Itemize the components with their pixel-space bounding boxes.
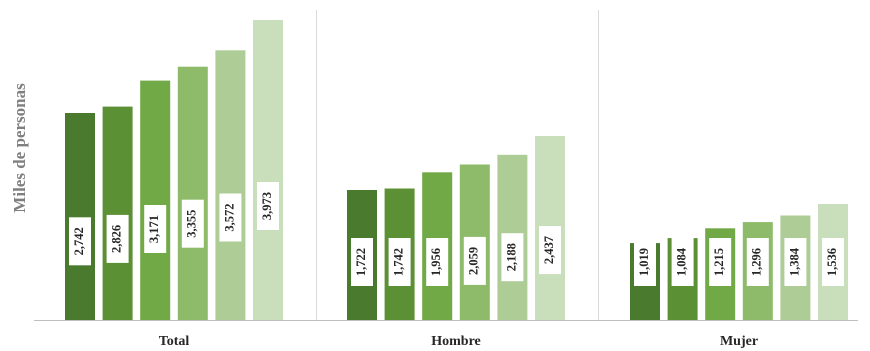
svg-text:3,973: 3,973 — [260, 192, 274, 220]
svg-text:1,215: 1,215 — [712, 248, 726, 276]
value-label-hombre-2: 1,742 — [388, 238, 411, 286]
value-label-hombre-3: 1,956 — [426, 238, 449, 286]
value-label-hombre-6: 2,437 — [539, 226, 561, 275]
svg-text:1,019: 1,019 — [637, 248, 651, 276]
bar-total-5 — [215, 50, 246, 321]
category-label-total: Total — [159, 334, 190, 349]
value-label-mujer-1: 1,019 — [634, 238, 656, 286]
svg-text:1,722: 1,722 — [354, 248, 368, 276]
value-label-total-2: 2,826 — [106, 214, 129, 263]
bars — [65, 20, 848, 321]
svg-text:2,059: 2,059 — [467, 247, 481, 275]
svg-text:2,742: 2,742 — [72, 227, 86, 255]
svg-text:1,742: 1,742 — [391, 248, 405, 276]
value-label-mujer-2: 1,084 — [671, 238, 694, 286]
svg-text:1,536: 1,536 — [825, 248, 839, 276]
svg-text:1,084: 1,084 — [674, 247, 688, 276]
svg-text:3,572: 3,572 — [222, 203, 236, 231]
bar-total-6 — [253, 20, 283, 320]
value-label-mujer-6: 1,536 — [822, 238, 844, 286]
svg-text:1,384: 1,384 — [787, 247, 801, 276]
value-label-total-1: 2,742 — [69, 217, 91, 266]
svg-text:1,296: 1,296 — [750, 248, 764, 276]
bar-total-4 — [177, 66, 208, 320]
value-label-total-3: 3,171 — [144, 205, 167, 253]
category-labels: Total Hombre Mujer — [159, 334, 758, 349]
svg-text:2,437: 2,437 — [542, 236, 556, 264]
svg-text:2,826: 2,826 — [109, 225, 123, 253]
y-axis-label: Miles de personas — [10, 83, 29, 213]
group-separators — [316, 10, 599, 320]
svg-text:1,956: 1,956 — [429, 248, 443, 276]
value-label-mujer-4: 1,296 — [746, 238, 769, 286]
value-label-hombre-4: 2,059 — [463, 236, 486, 285]
category-label-hombre: Hombre — [431, 334, 481, 349]
category-label-mujer: Mujer — [720, 334, 758, 349]
svg-text:2,188: 2,188 — [504, 243, 518, 271]
value-label-mujer-5: 1,384 — [784, 238, 807, 286]
bar-total-2 — [102, 106, 133, 320]
svg-text:3,171: 3,171 — [147, 215, 161, 243]
bar-total-1 — [65, 113, 95, 320]
value-label-total-4: 3,355 — [181, 199, 204, 248]
value-label-mujer-3: 1,215 — [709, 238, 732, 286]
value-label-total-5: 3,572 — [219, 193, 242, 242]
value-label-hombre-5: 2,188 — [501, 233, 524, 282]
bar-total-3 — [140, 80, 171, 320]
value-labels: 2,742 2,826 3,171 3,355 3,572 3,973 1,722 1,742… — [69, 182, 844, 286]
value-label-hombre-1: 1,722 — [351, 238, 373, 286]
svg-text:3,355: 3,355 — [185, 210, 199, 238]
value-label-total-6: 3,973 — [257, 182, 279, 230]
